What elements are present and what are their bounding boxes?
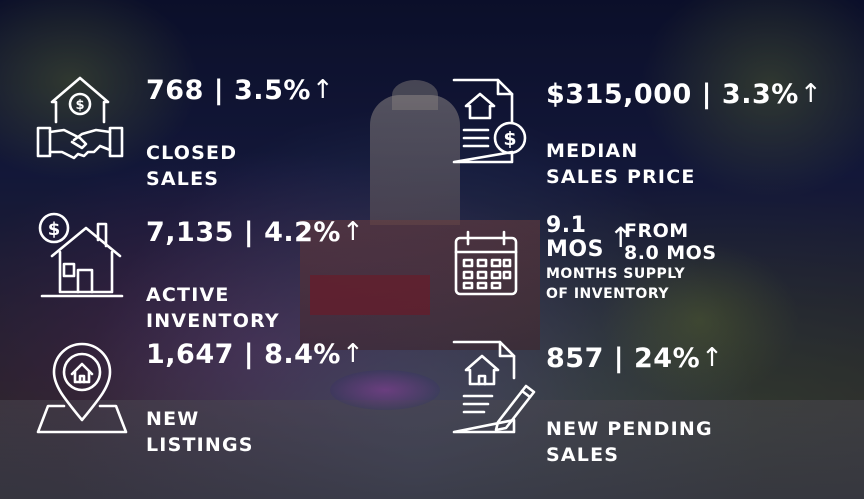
calendar-icon bbox=[450, 228, 522, 300]
months-supply-label: MONTHS SUPPLY OF INVENTORY bbox=[546, 266, 686, 302]
active-inventory-value: 7,135 | 4.2% ↑ bbox=[146, 217, 365, 248]
svg-text:$: $ bbox=[48, 219, 61, 240]
up-arrow-icon: ↑ bbox=[341, 217, 365, 247]
up-arrow-icon: ↑ bbox=[311, 75, 335, 105]
closed-sales-label: CLOSED SALES bbox=[146, 142, 238, 190]
active-inventory-label: ACTIVE INVENTORY bbox=[146, 284, 280, 332]
months-supply-value: 9.1 MOS bbox=[546, 213, 604, 262]
up-arrow-icon: ↑ bbox=[799, 79, 823, 109]
svg-text:$: $ bbox=[75, 98, 84, 113]
median-sales-price-label: MEDIAN SALES PRICE bbox=[546, 140, 696, 188]
new-listings-label: NEW LISTINGS bbox=[146, 408, 254, 456]
median-sales-price-value: $315,000 | 3.3% ↑ bbox=[546, 79, 823, 110]
months-supply-from: FROM 8.0 MOS bbox=[624, 220, 717, 264]
house-document-dollar-icon: $ bbox=[448, 76, 532, 168]
new-listings-value: 1,647 | 8.4% ↑ bbox=[146, 339, 365, 370]
house-dollar-icon: $ bbox=[32, 206, 128, 302]
svg-text:$: $ bbox=[503, 128, 516, 150]
new-pending-sales-label: NEW PENDING SALES bbox=[546, 418, 713, 466]
closed-sales-value: 768 | 3.5% ↑ bbox=[146, 75, 335, 106]
new-pending-sales-value: 857 | 24% ↑ bbox=[546, 343, 724, 374]
house-contract-pen-icon bbox=[448, 338, 538, 438]
house-handshake-icon: $ bbox=[34, 72, 126, 164]
up-arrow-icon: ↑ bbox=[609, 221, 633, 254]
location-pin-house-icon bbox=[34, 340, 130, 436]
up-arrow-icon: ↑ bbox=[341, 339, 365, 369]
up-arrow-icon: ↑ bbox=[701, 343, 724, 373]
